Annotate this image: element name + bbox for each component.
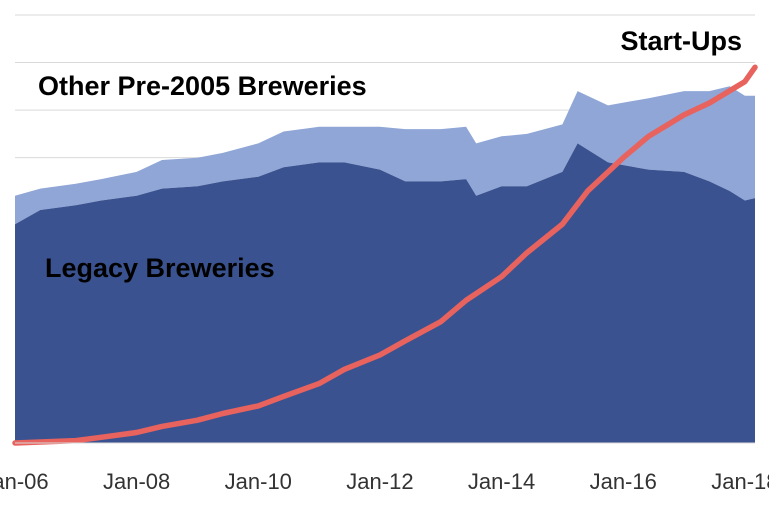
x-tick-label: Jan-06	[0, 469, 49, 494]
annotation-legacy-breweries: Legacy Breweries	[45, 253, 275, 283]
x-tick-label: Jan-08	[103, 469, 170, 494]
x-tick-labels: Jan-06 Jan-08 Jan-10 Jan-12 Jan-14 Jan-16 Jan-…	[0, 469, 769, 494]
x-tick-label: Jan-18	[711, 469, 769, 494]
area-other-pre-2005-breweries	[15, 86, 755, 225]
annotation-other-pre-2005-breweries: Other Pre-2005 Breweries	[38, 71, 367, 101]
line-start-ups	[12, 64, 758, 446]
annotation-start-ups: Start-Ups	[620, 26, 742, 56]
x-tick-label: Jan-16	[590, 469, 657, 494]
x-tick-label: Jan-14	[468, 469, 535, 494]
x-tick-label: Jan-10	[225, 469, 292, 494]
x-tick-label: Jan-12	[346, 469, 413, 494]
